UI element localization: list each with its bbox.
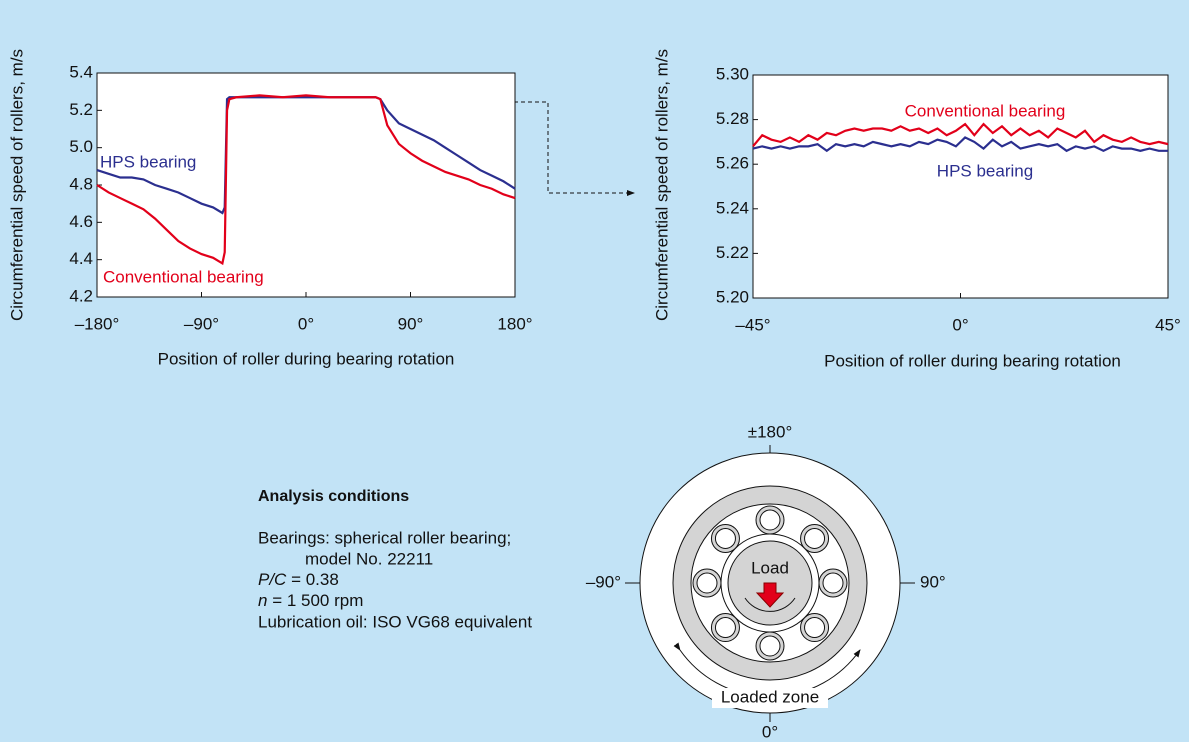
y-tick-label: 5.20: [716, 287, 749, 306]
series-label: HPS bearing: [100, 152, 196, 171]
x-tick-label: 90°: [398, 314, 424, 333]
plot-area: [752, 74, 1169, 299]
x-tick-label: 45°: [1155, 315, 1181, 334]
condition-value: = 1 500 rpm: [267, 591, 363, 610]
series-line: [752, 122, 1169, 148]
condition-line: n = 1 500 rpm: [258, 591, 363, 610]
rotation-arrow: [744, 597, 796, 612]
roller-core: [714, 527, 736, 549]
condition-line: Bearings: spherical roller bearing;: [258, 528, 511, 547]
x-axis-label: Position of roller during bearing rotati…: [158, 349, 455, 368]
x-tick-label: –45°: [735, 315, 770, 334]
series-label: Conventional bearing: [103, 267, 264, 286]
y-tick-label: 5.28: [716, 109, 749, 128]
zone-bg: [712, 688, 828, 708]
roller-core: [696, 572, 718, 594]
y-tick-label: 4.4: [69, 249, 93, 268]
angle-top: ±180°: [748, 422, 793, 441]
condition-symbol: P/C: [258, 570, 287, 589]
roller-core: [759, 509, 781, 531]
condition-value: = 0.38: [286, 570, 338, 589]
angle-bottom: 0°: [762, 722, 778, 741]
condition-line: P/C = 0.38: [258, 570, 339, 589]
x-tick-label: 0°: [298, 314, 314, 333]
y-tick-label: 4.2: [69, 286, 93, 305]
condition-line: model No. 22211: [305, 549, 433, 568]
roller-core: [714, 617, 736, 639]
angle-left: –90°: [586, 572, 621, 591]
roller-core: [759, 635, 781, 657]
x-tick-label: 0°: [952, 315, 968, 334]
load-label: Load: [751, 558, 789, 577]
x-tick-label: –90°: [184, 314, 219, 333]
series-label: HPS bearing: [937, 161, 1033, 180]
condition-line: Lubrication oil: ISO VG68 equivalent: [258, 612, 532, 631]
series-label: Conventional bearing: [905, 101, 1066, 120]
series-line: [752, 136, 1168, 153]
y-tick-label: 5.24: [716, 198, 749, 217]
x-tick-label: 180°: [497, 314, 532, 333]
conditions: Analysis conditions Bearings: spherical …: [258, 488, 532, 631]
roller-core: [804, 617, 826, 639]
y-tick-label: 5.26: [716, 154, 749, 173]
x-axis-label: Position of roller during bearing rotati…: [824, 351, 1121, 370]
y-tick-label: 5.30: [716, 64, 749, 83]
y-axis-label: Circumferential speed of rollers, m/s: [7, 49, 26, 321]
roller-core: [804, 527, 826, 549]
zoom-arrow: [395, 101, 635, 196]
y-axis-label: Circumferential speed of rollers, m/s: [652, 49, 671, 321]
y-tick-label: 4.6: [69, 212, 93, 231]
condition-symbol: n: [258, 591, 267, 610]
plot-area: [96, 72, 516, 298]
conditions-title: Analysis conditions: [258, 488, 409, 505]
y-tick-label: 5.0: [69, 137, 93, 156]
angle-right: 90°: [920, 572, 946, 591]
y-tick-label: 5.4: [69, 62, 93, 81]
zone-label: Loaded zone: [721, 687, 819, 706]
y-tick-label: 5.2: [69, 100, 93, 119]
roller-core: [822, 572, 844, 594]
x-tick-label: –180°: [75, 314, 120, 333]
bearing-diagram: ±180° –90° 90° 0° Load Loaded zone: [586, 422, 946, 741]
series-line: [96, 94, 516, 266]
y-tick-label: 4.8: [69, 174, 93, 193]
load-arrow: [755, 582, 785, 608]
y-tick-label: 5.22: [716, 243, 749, 262]
